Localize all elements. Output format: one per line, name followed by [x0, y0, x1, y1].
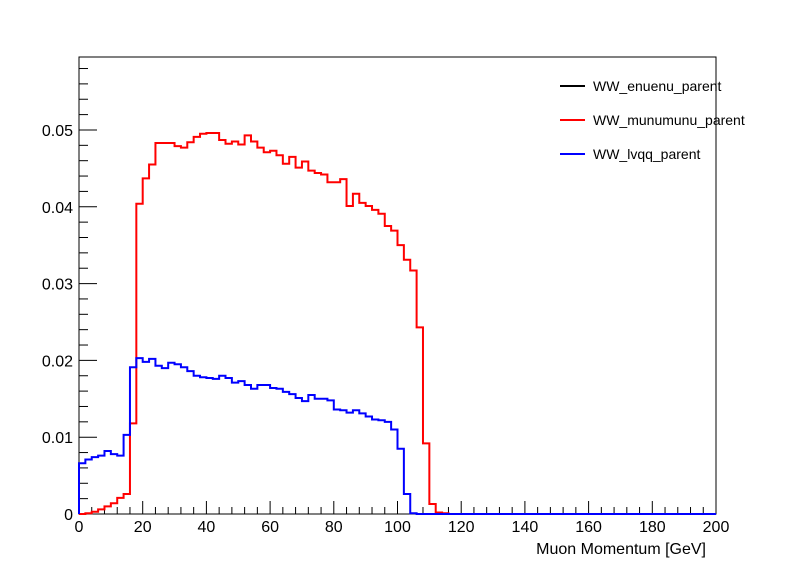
x-tick-label: 20 [134, 519, 152, 536]
legend-label: WW_enuenu_parent [593, 78, 722, 94]
y-tick-label: 0.02 [42, 353, 73, 370]
x-tick-label: 80 [325, 519, 343, 536]
y-axis: 0 0.01 0.02 0.03 0.04 0.05 [42, 68, 97, 524]
x-tick-label: 140 [512, 519, 539, 536]
x-axis: 0 20 40 60 80 100 120 140 160 180 200 [75, 501, 730, 536]
series-line-2 [78, 357, 716, 515]
x-tick-label: 0 [75, 519, 84, 536]
y-tick-label: 0 [64, 507, 73, 524]
series-line-1 [79, 132, 716, 515]
y-tick-label: 0.05 [42, 123, 73, 140]
y-tick-label: 0.01 [42, 430, 73, 447]
y-tick-label: 0.03 [42, 277, 73, 294]
legend-label: WW_lvqq_parent [593, 146, 700, 162]
x-axis-title: Muon Momentum [GeV] [536, 541, 706, 558]
x-tick-label: 120 [448, 519, 475, 536]
legend: WW_enuenu_parent WW_munumunu_parent WW_lvq… [560, 78, 745, 162]
x-tick-label: 60 [261, 519, 279, 536]
x-tick-label: 100 [384, 519, 411, 536]
x-tick-label: 180 [639, 519, 666, 536]
x-tick-label: 200 [703, 519, 730, 536]
legend-label: WW_munumunu_parent [593, 112, 745, 128]
x-tick-label: 160 [575, 519, 602, 536]
y-tick-label: 0.04 [42, 200, 73, 217]
series-layer [78, 132, 716, 515]
x-tick-label: 40 [198, 519, 216, 536]
